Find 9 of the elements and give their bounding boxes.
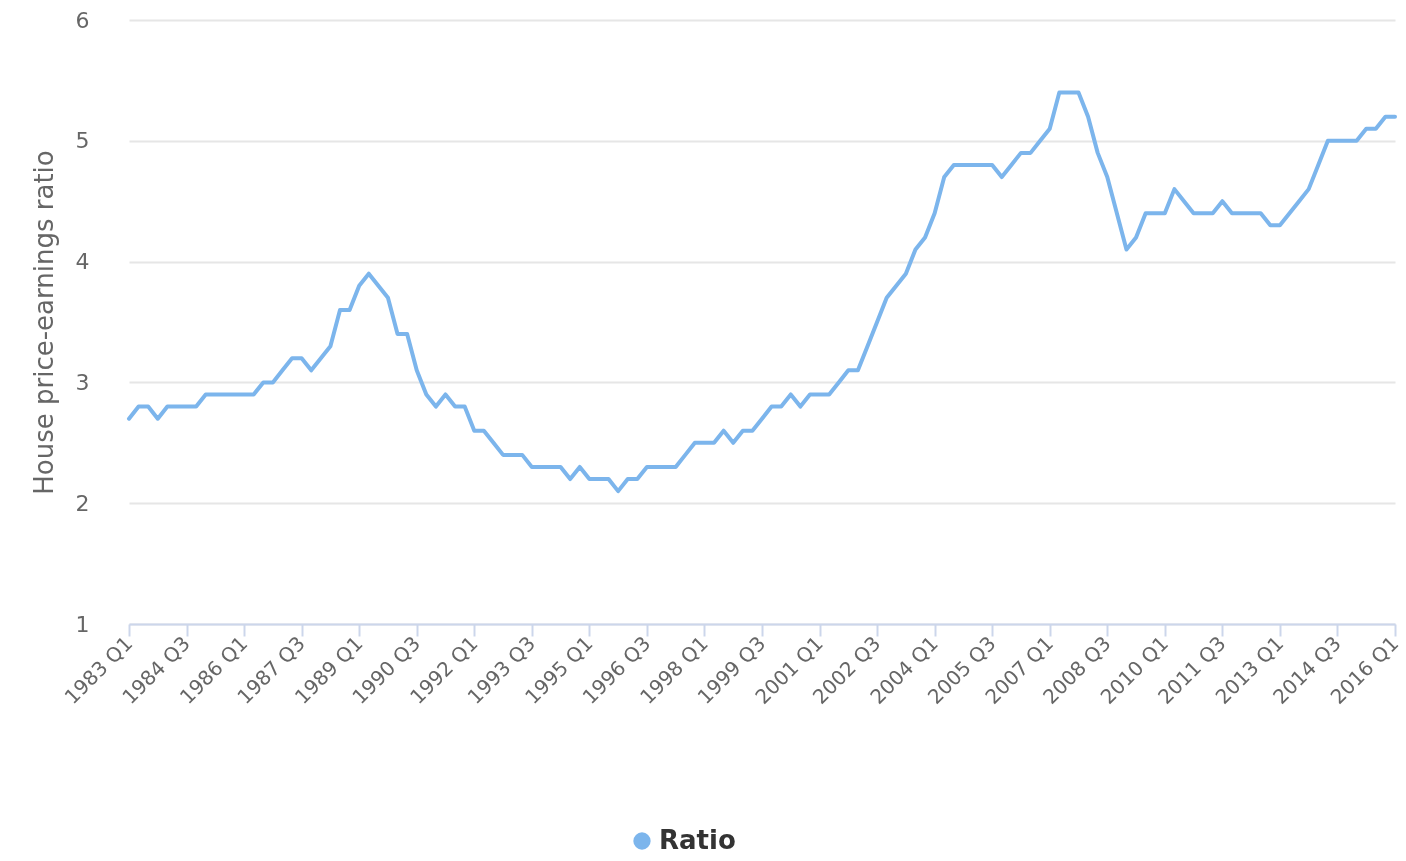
- legend-label: Ratio: [659, 825, 736, 855]
- y-axis-title: House price-earnings ratio: [28, 150, 59, 495]
- y-tick-label: 2: [75, 490, 90, 516]
- y-tick-label: 3: [75, 369, 90, 395]
- y-tick-label: 1: [75, 611, 90, 637]
- y-tick-label: 4: [75, 249, 90, 275]
- line-series: [127, 90, 1397, 494]
- y-tick-label: 6: [75, 7, 90, 33]
- y-tick-label: 5: [75, 128, 90, 154]
